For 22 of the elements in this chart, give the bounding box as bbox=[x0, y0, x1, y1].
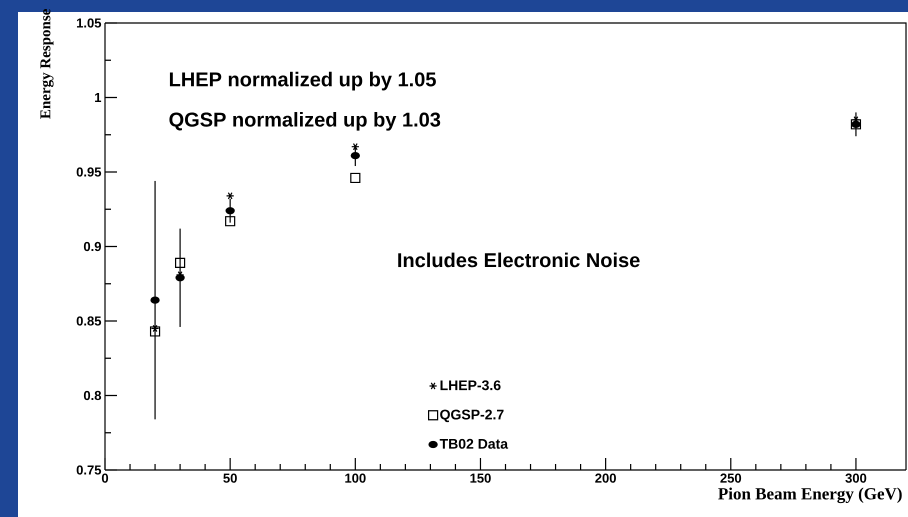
x-tick-label: 250 bbox=[720, 474, 742, 483]
y-tick-label: 0.95 bbox=[76, 167, 102, 177]
x-tick-label: 50 bbox=[223, 474, 237, 483]
annotation: LHEP normalized up by 1.05 bbox=[170, 72, 436, 90]
legend-label: TB02 Data bbox=[440, 438, 508, 449]
x-tick-label: 150 bbox=[470, 474, 491, 483]
y-tick-label: 0.75 bbox=[76, 465, 102, 475]
y-tick-label: 0.8 bbox=[84, 390, 102, 400]
x-tick-label: 200 bbox=[595, 474, 616, 483]
y-axis-title: Energy Response bbox=[40, 9, 54, 119]
legend-label: LHEP-3.6 bbox=[440, 380, 501, 390]
x-tick-label: 100 bbox=[345, 474, 366, 483]
x-axis-title: Pion Beam Energy (GeV) bbox=[718, 488, 902, 504]
y-tick-label: 1.05 bbox=[76, 18, 102, 28]
x-tick-label: 300 bbox=[845, 474, 866, 483]
y-tick-label: 0.85 bbox=[76, 316, 102, 326]
y-tick-label: 1 bbox=[95, 93, 102, 102]
annotation: QGSP normalized up by 1.03 bbox=[169, 112, 440, 131]
annotation: Includes Electronic Noise bbox=[398, 252, 640, 268]
x-tick-label: 0 bbox=[102, 474, 108, 483]
y-tick-label: 0.9 bbox=[84, 242, 101, 252]
legend-label: QGSP-2.7 bbox=[440, 410, 504, 422]
